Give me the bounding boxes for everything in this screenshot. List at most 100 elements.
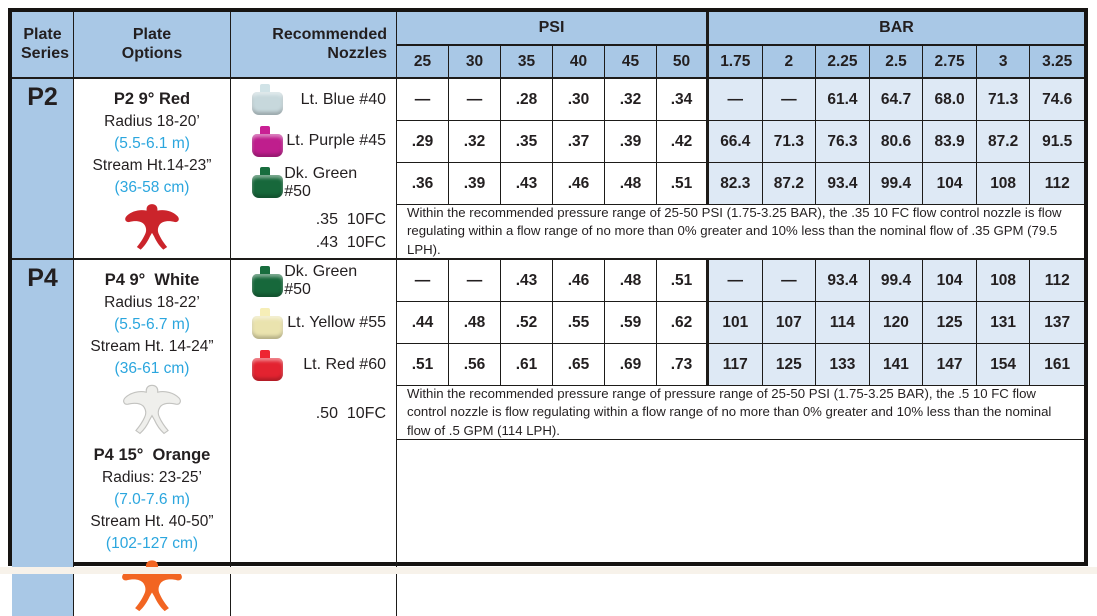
header-line: Recommended (272, 26, 387, 44)
column-header-plate-options: Plate Options (74, 12, 231, 79)
bar-value-cell: 83.9 (923, 121, 977, 163)
bar-value-cell: 125 (762, 344, 817, 386)
nozzle-item: Dk. Green #50 (231, 162, 396, 204)
psi-value-cell: — (397, 260, 449, 302)
bar-value-cell: 71.3 (976, 79, 1031, 121)
plate-options-p2: P2 9° Red Radius 18-20’ (5.5-6.1 m) Stre… (74, 79, 231, 260)
plate-radius-metric: (5.5-6.7 m) (114, 316, 190, 333)
recommended-nozzles-p2: Lt. Blue #40 Lt. Purple #45 Dk. Green #5… (231, 79, 397, 260)
flow-control-line: .35 10FC (315, 210, 386, 228)
header-line: Plate (23, 26, 62, 44)
psi-value-cell: .46 (553, 163, 605, 205)
plate-radius-metric: (5.5-6.1 m) (114, 135, 190, 152)
flow-control-note-p4: Within the recommended pressure range of… (397, 386, 1084, 440)
psi-value-cell: .43 (501, 260, 553, 302)
bar-value-cell: — (709, 260, 763, 302)
bar-value-cell: 91.5 (1030, 121, 1084, 163)
nozzle-item: Lt. Blue #40 (231, 79, 396, 121)
bar-value-cell: 133 (816, 344, 870, 386)
bar-value-cell: 71.3 (762, 121, 817, 163)
bar-value-cell: 93.4 (816, 260, 870, 302)
psi-value-cell: — (449, 260, 501, 302)
bar-value-cell: 120 (869, 302, 924, 344)
psi-value-cell: .59 (605, 302, 657, 344)
bar-column-header: 3.25 (1030, 46, 1084, 79)
psi-value-cell: .39 (605, 121, 657, 163)
psi-value-cell: .44 (397, 302, 449, 344)
psi-value-cell: .52 (501, 302, 553, 344)
bar-value-cell: 147 (923, 344, 977, 386)
bar-value-cell: 108 (976, 260, 1031, 302)
bar-value-cell: 161 (1030, 344, 1084, 386)
flow-control-nozzles: .50 10FC (231, 386, 396, 440)
nozzle-label: Lt. Purple #45 (286, 132, 386, 150)
plate-stream-metric: (36-61 cm) (114, 360, 190, 377)
bar-value-cell: 137 (1030, 302, 1084, 344)
lt-yellow-nozzle-icon (251, 307, 285, 339)
nozzle-item: Lt. Yellow #55 (231, 302, 396, 344)
dk-green-nozzle-icon (251, 265, 284, 297)
psi-column-header: 50 (657, 46, 709, 79)
psi-value-cell: .51 (397, 344, 449, 386)
plate-title: P4 15° Orange (93, 446, 211, 464)
plate-radius: Radius: 23-25’ (102, 469, 202, 486)
flow-control-line: .43 10FC (315, 233, 386, 251)
bar-value-cell: 80.6 (869, 121, 924, 163)
bar-value-cell: — (762, 79, 817, 121)
lt-red-nozzle-icon (251, 349, 285, 381)
white-plate-icon (123, 384, 181, 435)
plate-series-p2: P2 (12, 79, 74, 260)
bar-value-cell: 99.4 (869, 260, 924, 302)
flow-control-line: .50 10FC (315, 404, 386, 422)
psi-column-header: 45 (605, 46, 657, 79)
dk-green-nozzle-icon (251, 167, 284, 199)
psi-value-cell: .30 (553, 79, 605, 121)
bar-value-cell: 125 (923, 302, 977, 344)
bar-value-cell: 99.4 (869, 163, 924, 205)
bar-value-cell: 107 (762, 302, 817, 344)
psi-value-cell: .69 (605, 344, 657, 386)
nozzle-item: Lt. Red #60 (231, 344, 396, 386)
psi-value-cell: .29 (397, 121, 449, 163)
bar-value-cell: 61.4 (816, 79, 870, 121)
plate-radius: Radius 18-22’ (104, 294, 200, 311)
psi-value-cell: .46 (553, 260, 605, 302)
bar-value-cell: 64.7 (869, 79, 924, 121)
psi-value-cell: .73 (657, 344, 709, 386)
nozzle-item: Lt. Purple #45 (231, 121, 396, 163)
psi-value-cell: .55 (553, 302, 605, 344)
bar-value-cell: — (709, 79, 763, 121)
plate-stream-height: Stream Ht.14-23” (92, 157, 212, 174)
bar-value-cell: 114 (816, 302, 870, 344)
header-line: Series (21, 44, 70, 62)
nozzle-label: Dk. Green #50 (284, 263, 358, 298)
plate-stream-metric: (36-58 cm) (114, 179, 190, 196)
psi-value-cell: .35 (501, 121, 553, 163)
flow-control-note-p2: Within the recommended pressure range of… (397, 205, 1084, 260)
bar-value-cell: 68.0 (923, 79, 977, 121)
psi-value-cell: .28 (501, 79, 553, 121)
bar-value-cell: 104 (923, 260, 977, 302)
bar-value-cell: 74.6 (1030, 79, 1084, 121)
plate-radius: Radius 18-20’ (104, 113, 200, 130)
psi-value-cell: .34 (657, 79, 709, 121)
bar-column-header: 2.5 (869, 46, 924, 79)
psi-column-header: 25 (397, 46, 449, 79)
bar-value-cell: 101 (709, 302, 763, 344)
psi-value-cell: .48 (449, 302, 501, 344)
plate-options-p4: P4 9° White Radius 18-22’ (5.5-6.7 m) St… (74, 260, 231, 616)
psi-value-cell: .56 (449, 344, 501, 386)
nozzle-performance-table: Plate Series Plate Options Recommended N… (8, 8, 1088, 616)
psi-value-cell: .39 (449, 163, 501, 205)
psi-value-cell: .51 (657, 163, 709, 205)
bar-value-cell: 117 (709, 344, 763, 386)
nozzle-label: Dk. Green #50 (284, 164, 358, 200)
lt-purple-nozzle-icon (251, 125, 285, 157)
header-line: Plate (132, 26, 172, 44)
red-plate-icon (125, 204, 179, 250)
psi-value-cell: — (397, 79, 449, 121)
psi-column-header: 35 (501, 46, 553, 79)
column-header-recommended-nozzles: Recommended Nozzles (231, 12, 397, 79)
plate-stream-height: Stream Ht. 40-50” (90, 513, 214, 530)
psi-value-cell: .48 (605, 260, 657, 302)
